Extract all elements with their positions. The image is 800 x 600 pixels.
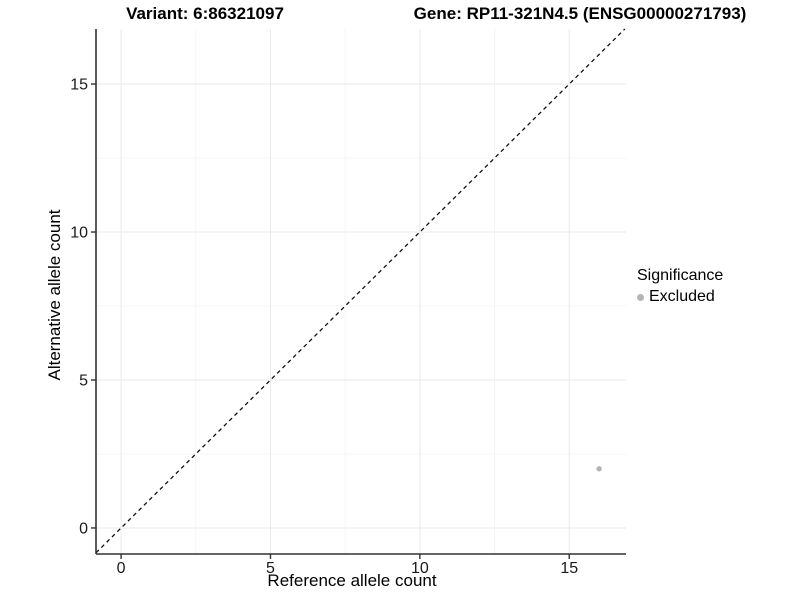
x-axis-title: Reference allele count (267, 571, 437, 590)
axis-ticks-group: 0 5 10 15 0 5 10 15 (70, 77, 578, 577)
x-tick-label: 15 (560, 560, 578, 577)
data-points-group (596, 466, 602, 472)
legend-entry-excluded: Excluded (637, 288, 723, 306)
y-tick-label: 15 (70, 77, 88, 94)
y-tick-label: 0 (79, 520, 88, 537)
plot-title-gene: Gene: RP11-321N4.5 (ENSG00000271793) (413, 4, 747, 23)
identity-line (95, 28, 626, 554)
y-axis-title: Alternative allele count (45, 209, 64, 381)
legend: Significance Excluded (637, 267, 723, 306)
y-tick-label: 10 (70, 225, 88, 242)
major-gridlines (96, 29, 626, 554)
legend-point-icon (637, 293, 644, 301)
y-tick-label: 5 (79, 372, 88, 389)
x-tick-label: 0 (117, 560, 126, 577)
data-point (596, 466, 602, 472)
axis-lines-group (95, 29, 626, 555)
identity-line-group (95, 28, 626, 554)
minor-gridlines (96, 29, 626, 554)
legend-title: Significance (637, 267, 724, 284)
x-tick-label: 5 (266, 560, 275, 577)
legend-entry-label: Excluded (649, 288, 715, 305)
x-tick-label: 10 (411, 560, 429, 577)
plot-title-variant: Variant: 6:86321097 (126, 4, 284, 23)
